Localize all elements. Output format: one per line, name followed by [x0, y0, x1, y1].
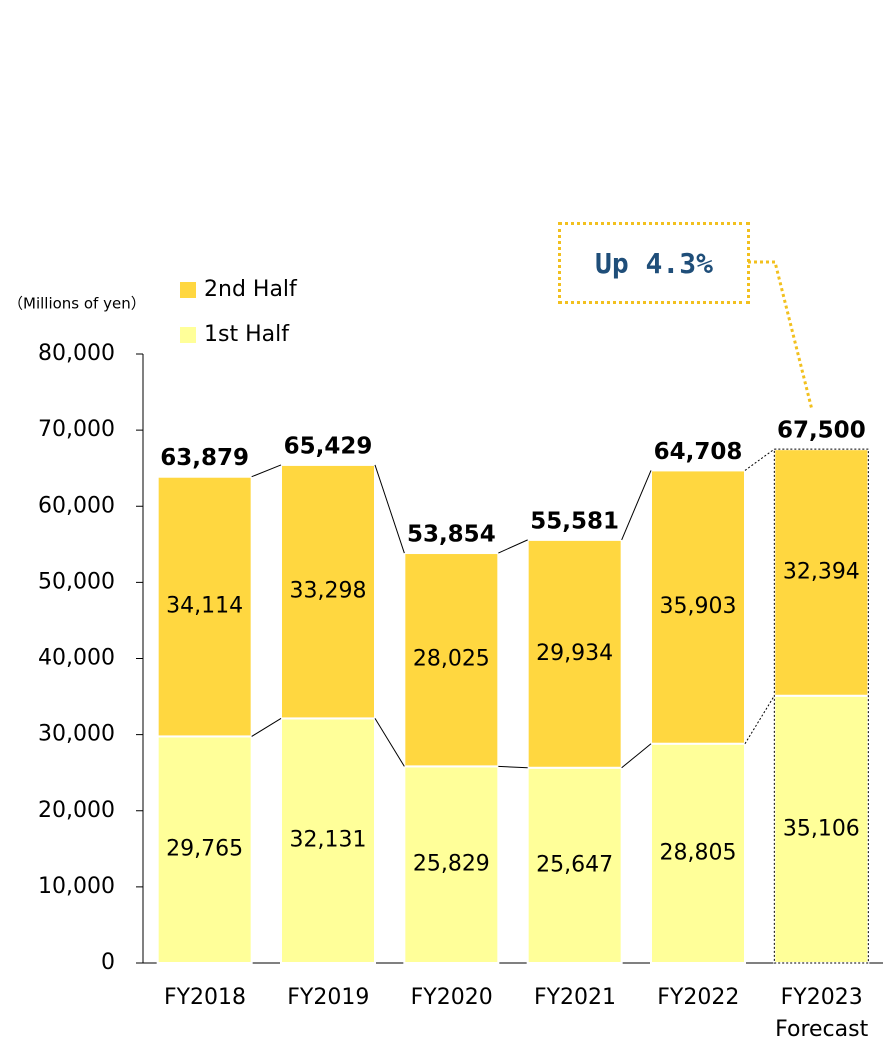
- y-tick-label: 10,000: [38, 874, 115, 899]
- total-label: 67,500: [777, 418, 866, 444]
- bar-segment: [280, 463, 376, 720]
- bar-segment: [650, 469, 746, 745]
- x-tick-label: FY2021: [533, 985, 617, 1010]
- x-tick-label: FY2018: [163, 985, 247, 1010]
- y-tick-label: 40,000: [38, 646, 115, 671]
- total-label: 64,708: [654, 439, 743, 465]
- connector: [621, 470, 652, 541]
- value-label: 35,106: [783, 816, 860, 841]
- legend-label: 2nd Half: [204, 277, 298, 302]
- value-label: 29,765: [166, 837, 243, 862]
- connector: [744, 448, 775, 471]
- value-label: 35,903: [660, 594, 737, 619]
- value-label: 34,114: [166, 594, 243, 619]
- value-label: 25,829: [413, 852, 490, 877]
- annotation: Up 4.3%: [558, 222, 750, 304]
- connector: [621, 743, 652, 769]
- value-label: 32,394: [783, 559, 860, 584]
- connector: [251, 464, 282, 478]
- value-label: 32,131: [290, 828, 367, 853]
- y-axis-label: （Millions of yen）: [8, 295, 146, 313]
- bar-segment: [650, 742, 746, 964]
- bar-segment: [403, 765, 500, 964]
- legend-swatch: [180, 327, 196, 343]
- y-tick-label: 0: [101, 950, 115, 975]
- value-label: 28,025: [413, 647, 490, 672]
- total-label: 53,854: [407, 522, 496, 548]
- y-tick-label: 50,000: [38, 569, 115, 594]
- bar-segment: [280, 717, 376, 965]
- total-label: 65,429: [284, 433, 373, 459]
- y-tick-label: 70,000: [38, 417, 115, 442]
- legend-swatch: [180, 282, 196, 298]
- x-tick-label: FY2023 Forecast: [775, 985, 869, 1042]
- total-label: 55,581: [530, 508, 619, 534]
- value-label: 33,298: [290, 579, 367, 604]
- total-label: 63,879: [160, 445, 249, 471]
- y-tick-label: 60,000: [38, 493, 115, 518]
- connector: [744, 695, 775, 744]
- y-tick-label: 30,000: [38, 722, 115, 747]
- bar-segment: [156, 735, 253, 964]
- bar-segment: [526, 538, 623, 769]
- legend-label: 1st Half: [204, 322, 290, 347]
- y-tick-label: 80,000: [38, 341, 115, 366]
- annotation-leader: [748, 260, 814, 411]
- value-label: 25,647: [536, 852, 613, 877]
- connector: [251, 717, 282, 737]
- bar-segment: [773, 694, 870, 964]
- value-label: 28,805: [660, 840, 737, 865]
- value-label: 29,934: [536, 641, 613, 666]
- x-tick-label: FY2019: [287, 985, 370, 1010]
- x-tick-label: FY2020: [410, 985, 493, 1010]
- bar-segment: [156, 475, 253, 738]
- bar-segment: [773, 448, 870, 697]
- bar-segment: [403, 552, 500, 768]
- x-tick-label: FY2022: [657, 985, 740, 1010]
- connector: [498, 765, 528, 769]
- connector: [374, 718, 405, 767]
- connector: [374, 464, 405, 554]
- connector: [498, 539, 528, 554]
- y-tick-label: 20,000: [38, 798, 115, 823]
